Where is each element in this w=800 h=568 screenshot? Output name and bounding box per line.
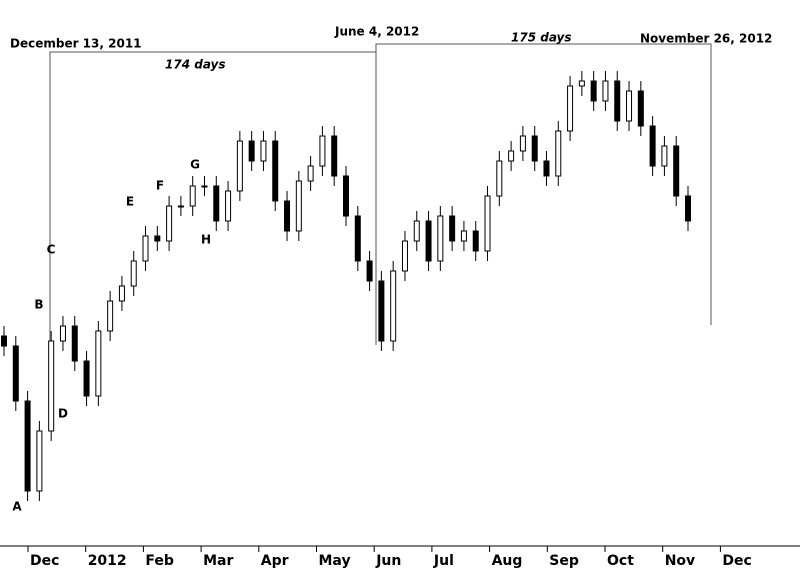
candle-body (343, 175, 349, 217)
x-tick-label: Jun (375, 553, 401, 568)
candle-body (508, 150, 515, 162)
candle-body (225, 190, 232, 222)
candle-body (1, 335, 7, 347)
point-label: A (12, 500, 22, 514)
candle-body (213, 185, 220, 222)
candle-body (154, 235, 161, 242)
candle-body (260, 140, 267, 162)
candle-body (48, 340, 55, 432)
candle-body (425, 220, 432, 262)
candle-body (354, 215, 361, 262)
candle-body (378, 280, 385, 342)
x-tick-label: May (319, 553, 351, 568)
candle-body (460, 230, 467, 242)
annotation: November 26, 2012 (640, 32, 772, 46)
candle-body (673, 145, 680, 197)
candle-body (319, 135, 326, 167)
point-label: B (34, 298, 43, 312)
candle-body (177, 205, 184, 208)
candle-body (366, 260, 373, 282)
candle-body (107, 300, 114, 332)
candle-body (484, 195, 491, 252)
x-tick-label: Feb (145, 553, 174, 568)
candle-body (24, 400, 31, 492)
candle-body (95, 330, 102, 397)
candle-body (83, 360, 90, 397)
x-tick-label: Jul (433, 553, 454, 568)
candle-body (578, 80, 585, 87)
x-tick-label: Dec (30, 553, 59, 568)
candle-body (201, 185, 208, 188)
candle-body (602, 80, 609, 102)
candle-body (413, 220, 420, 242)
candle-body (531, 135, 538, 162)
point-label: C (47, 243, 56, 257)
candle-body (496, 160, 503, 197)
candle-body (390, 270, 397, 342)
x-axis-labels: Dec 2012 Feb Mar Apr May Jun Jul Aug Sep Oct Nov Dec (27, 546, 752, 568)
candle-body (590, 80, 597, 102)
point-label: E (126, 195, 134, 209)
candle-body (272, 140, 279, 202)
candle-body (189, 185, 196, 207)
x-tick-label: Apr (261, 553, 289, 568)
x-tick-label: Dec (722, 553, 751, 568)
brackets (49, 43, 712, 360)
candle-body (626, 90, 633, 122)
point-label: G (190, 158, 200, 172)
x-tick-label: 2012 (88, 553, 127, 568)
candle-body (449, 215, 456, 242)
annotation: June 4, 2012 (334, 25, 419, 39)
candle-body (295, 180, 302, 232)
x-tick-label: Aug (492, 553, 523, 568)
x-tick-label: Nov (665, 553, 695, 568)
candle-body (685, 195, 691, 222)
candle-body (130, 260, 137, 287)
bracket-1 (49, 51, 376, 360)
candle-body (284, 200, 291, 232)
candle-body (555, 130, 562, 177)
candle-body (649, 125, 656, 167)
x-tick-label: Sep (549, 553, 579, 568)
annotation: December 13, 2011 (10, 37, 142, 51)
bracket-2 (375, 43, 712, 345)
candle-body (519, 135, 526, 152)
annotation: 175 days (511, 31, 572, 45)
point-label: D (58, 407, 68, 421)
candle-body (248, 140, 255, 162)
candle-body (661, 145, 668, 167)
candle-body (118, 285, 125, 302)
point-label: H (201, 233, 211, 247)
annotation: 174 days (165, 58, 226, 72)
candle-body (637, 90, 644, 127)
point-label: F (156, 179, 164, 193)
candle-body (543, 160, 550, 177)
candle-body (437, 215, 444, 262)
candle-body (166, 205, 173, 242)
x-tick-label: Mar (203, 553, 233, 568)
candle-body (71, 325, 78, 362)
candle-body (472, 230, 479, 252)
candle-body (142, 235, 149, 262)
candle-body (59, 325, 66, 342)
candle-body (236, 140, 243, 192)
candle-body (12, 345, 19, 402)
candle-body (401, 240, 408, 272)
candle-body (567, 85, 574, 132)
candle-body (331, 135, 338, 177)
candle-body (307, 165, 314, 182)
x-tick-label: Oct (607, 553, 634, 568)
candle-body (614, 80, 621, 122)
candle-body (36, 430, 43, 492)
